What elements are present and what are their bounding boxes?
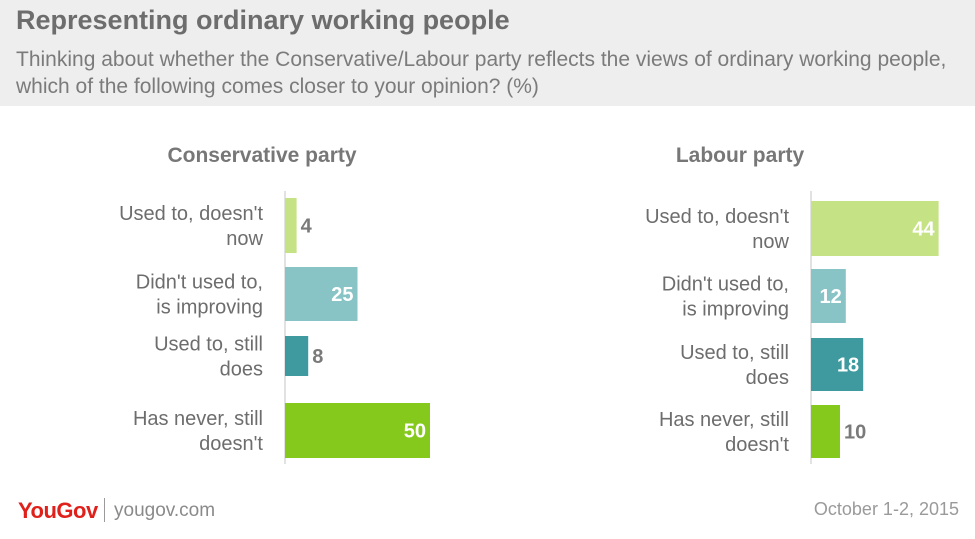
bar	[811, 201, 939, 256]
data-label: 18	[837, 355, 859, 377]
data-label: 4	[301, 216, 313, 238]
bar	[285, 336, 309, 376]
chart-title: Conservative party	[167, 144, 356, 167]
bar	[811, 269, 846, 323]
category-label: Didn't used to, is improving	[662, 274, 789, 321]
data-label: 10	[844, 422, 866, 444]
category-label: Used to, still does	[154, 334, 263, 381]
footer-separator	[104, 498, 105, 522]
page-title: Representing ordinary working people	[16, 5, 510, 35]
header-band: Representing ordinary working people Thi…	[0, 0, 975, 106]
data-label: 25	[331, 284, 353, 306]
bar	[811, 405, 840, 458]
charts-area: Conservative party 4 Used to, doesn't now 25…	[119, 144, 939, 464]
category-label: Used to, still does	[680, 342, 789, 389]
category-label: Used to, doesn't now	[645, 206, 789, 253]
bar	[285, 267, 358, 321]
category-label: Has never, still doesn't	[133, 408, 263, 455]
bar	[285, 403, 430, 458]
data-label: 8	[312, 346, 323, 368]
bar	[285, 198, 297, 253]
bar	[811, 338, 864, 391]
category-label: Has never, still doesn't	[659, 409, 789, 456]
yougov-logo: YouGov	[18, 498, 98, 523]
data-label: 12	[820, 286, 842, 308]
data-label: 50	[404, 421, 426, 443]
category-label: Didn't used to, is improving	[136, 272, 263, 319]
category-label: Used to, doesn't now	[119, 203, 263, 250]
page-subtitle: Thinking about whether the Conservative/…	[16, 48, 947, 98]
chart-title: Labour party	[676, 144, 805, 167]
chart-1: Labour party 44 Used to, doesn't now 12 Didn'…	[645, 144, 939, 464]
data-label: 44	[912, 219, 935, 241]
footer-date: October 1-2, 2015	[813, 499, 959, 519]
chart-0: Conservative party 4 Used to, doesn't now 25…	[119, 144, 430, 464]
footer-site: yougov.com	[114, 500, 216, 521]
